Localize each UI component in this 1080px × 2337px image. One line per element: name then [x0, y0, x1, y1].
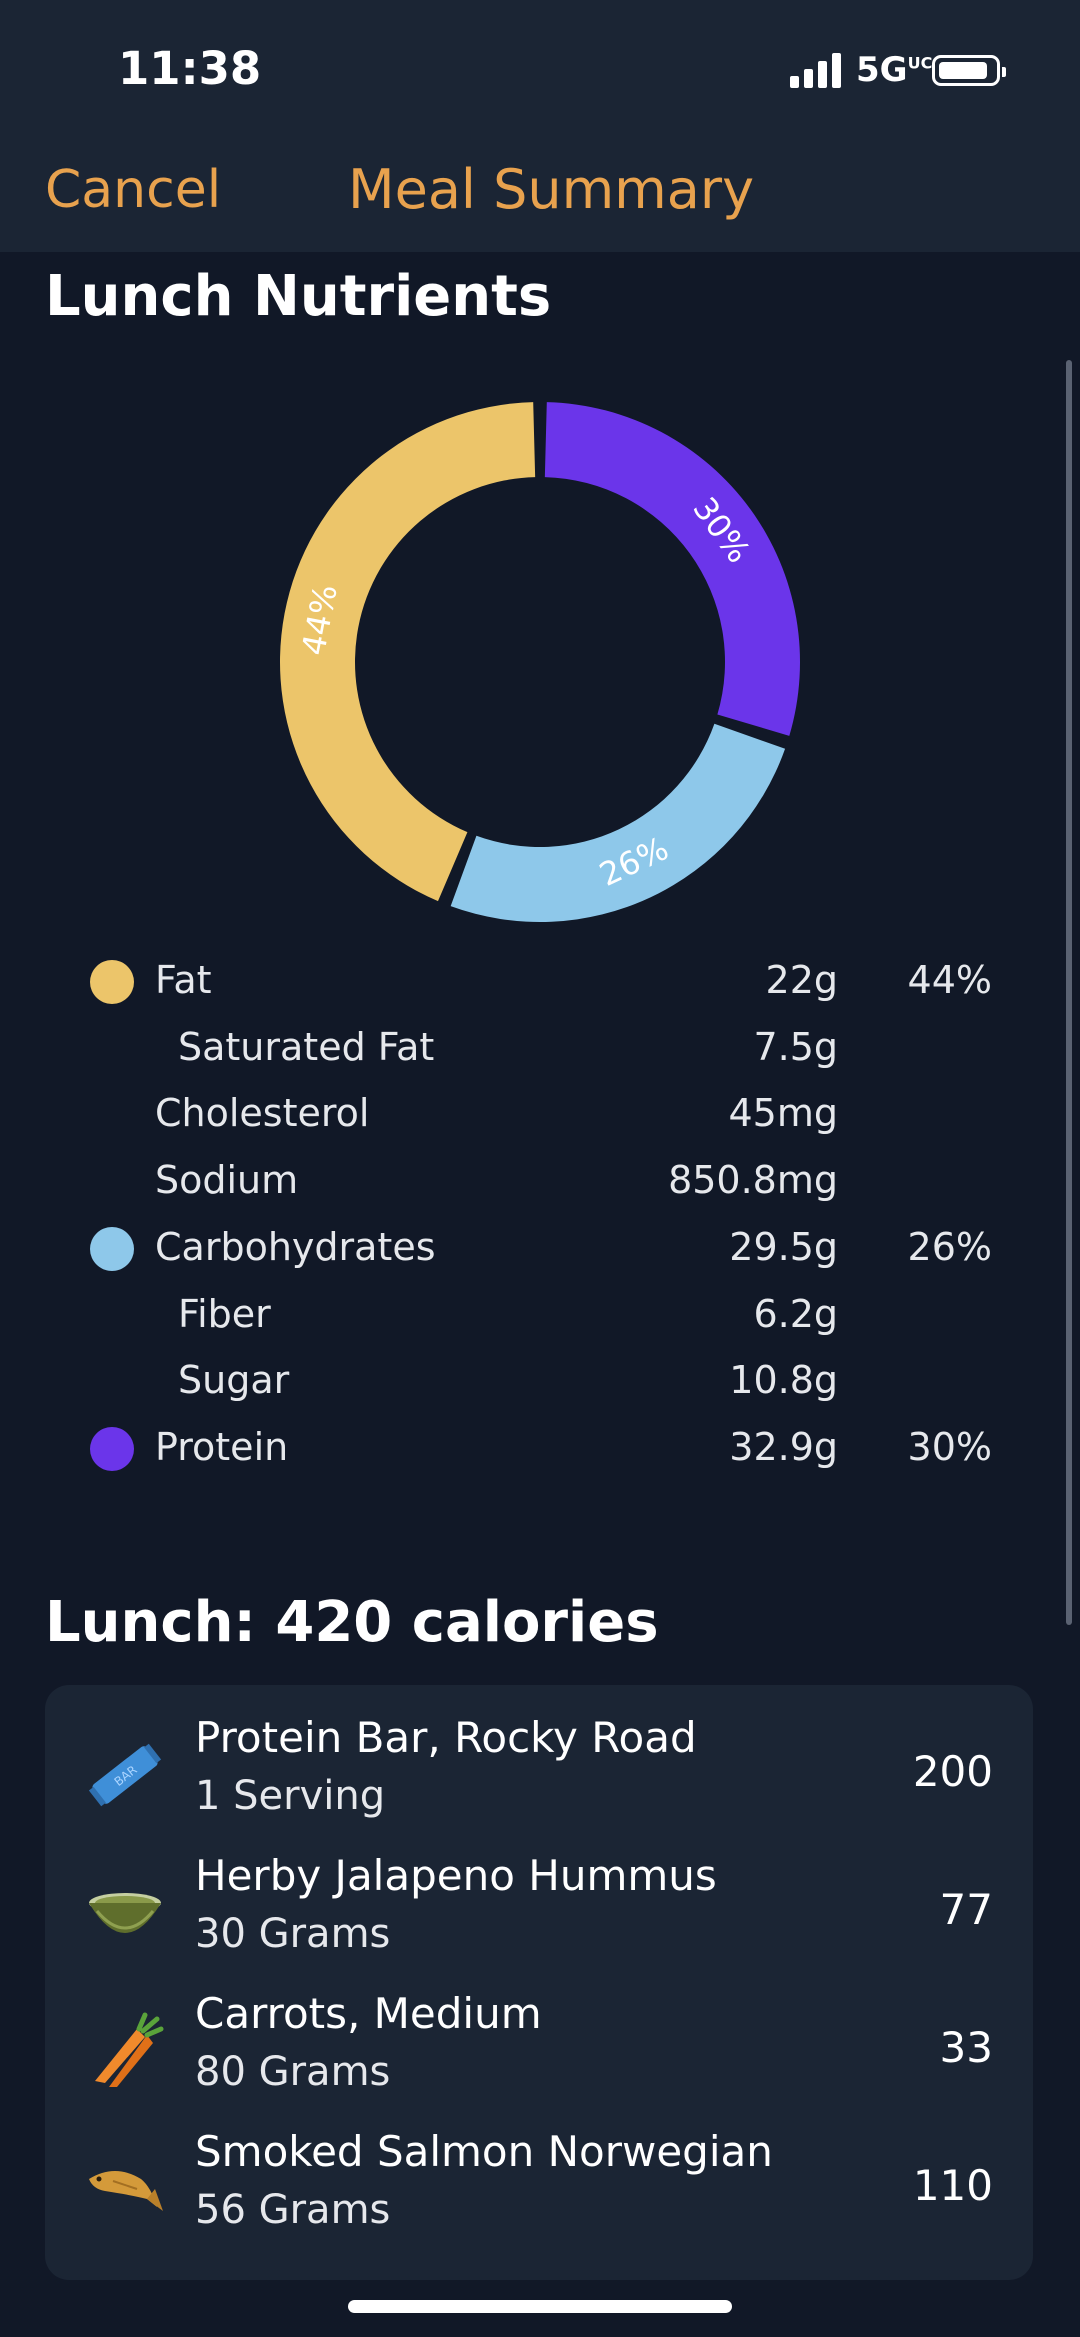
legend-row-fiber: Fiber 6.2g — [0, 1284, 1080, 1344]
network-suffix: UC — [907, 53, 933, 73]
status-time: 11:38 — [118, 42, 262, 95]
legend-row-sodium: Sodium 850.8mg — [0, 1150, 1080, 1210]
food-name: Carrots, Medium — [195, 1989, 542, 2038]
protein-color-dot — [90, 1427, 134, 1471]
legend-row-carbohydrates: Carbohydrates 29.5g 26% — [0, 1217, 1080, 1277]
meal-calories-heading: Lunch: 420 calories — [45, 1590, 659, 1655]
food-list-card: BAR Protein Bar, Rocky Road 1 Serving 20… — [45, 1685, 1033, 2280]
donut-slice-fat — [280, 402, 536, 902]
legend-amount: 29.5g — [729, 1225, 838, 1269]
food-quantity: 1 Serving — [195, 1773, 386, 1819]
food-calories: 77 — [939, 1885, 993, 1934]
signal-icon — [790, 52, 841, 88]
legend-label: Saturated Fat — [178, 1025, 435, 1069]
scrollbar[interactable] — [1066, 360, 1072, 1625]
home-indicator[interactable] — [348, 2300, 732, 2313]
legend-percent: 44% — [907, 958, 992, 1002]
legend-percent: 30% — [907, 1425, 992, 1469]
nutrient-donut-chart: 30%26%44% — [280, 402, 801, 922]
network-indicator: 5GUC — [856, 50, 932, 90]
donut-slice-carbohydrates — [450, 723, 786, 922]
legend-label: Fiber — [178, 1292, 271, 1336]
food-name: Smoked Salmon Norwegian — [195, 2127, 773, 2176]
legend-row-fat: Fat 22g 44% — [0, 950, 1080, 1010]
food-item[interactable]: Carrots, Medium 80 Grams 33 — [45, 1983, 1033, 2121]
carrot-icon — [95, 2012, 164, 2087]
food-quantity: 30 Grams — [195, 1911, 391, 1957]
cancel-button[interactable]: Cancel — [45, 160, 222, 220]
page-title: Meal Summary — [348, 158, 755, 221]
battery-icon — [932, 55, 1006, 86]
fat-color-dot — [90, 960, 134, 1004]
food-calories: 33 — [939, 2023, 993, 2072]
legend-amount: 850.8mg — [668, 1158, 838, 1202]
donut-slice-protein — [544, 402, 801, 736]
fish-icon — [89, 2171, 163, 2211]
legend-amount: 6.2g — [753, 1292, 838, 1336]
navigation-bar: Cancel Meal Summary — [0, 140, 1080, 252]
food-name: Protein Bar, Rocky Road — [195, 1713, 697, 1762]
legend-row-sugar: Sugar 10.8g — [0, 1350, 1080, 1410]
legend-row-saturated-fat: Saturated Fat 7.5g — [0, 1017, 1080, 1077]
bowl-icon — [89, 1893, 161, 1933]
status-bar: 11:38 5GUC — [0, 0, 1080, 140]
food-item[interactable]: Herby Jalapeno Hummus 30 Grams 77 — [45, 1845, 1033, 1983]
legend-amount: 22g — [765, 958, 838, 1002]
food-name: Herby Jalapeno Hummus — [195, 1851, 717, 1900]
legend-label: Sugar — [178, 1358, 290, 1402]
food-item[interactable]: Smoked Salmon Norwegian 56 Grams 110 — [45, 2121, 1033, 2259]
food-quantity: 80 Grams — [195, 2049, 391, 2095]
food-calories: 200 — [912, 1747, 993, 1796]
legend-label: Fat — [155, 958, 212, 1002]
protein-bar-icon: BAR — [88, 1743, 162, 1807]
legend-label: Cholesterol — [155, 1091, 370, 1135]
legend-label: Protein — [155, 1425, 289, 1469]
legend-row-protein: Protein 32.9g 30% — [0, 1417, 1080, 1477]
legend-amount: 45mg — [728, 1091, 839, 1135]
legend-amount: 10.8g — [729, 1358, 838, 1402]
legend-label: Carbohydrates — [155, 1225, 436, 1269]
legend-amount: 7.5g — [753, 1025, 838, 1069]
food-item[interactable]: BAR Protein Bar, Rocky Road 1 Serving 20… — [45, 1707, 1033, 1845]
legend-amount: 32.9g — [729, 1425, 838, 1469]
food-calories: 110 — [912, 2161, 993, 2210]
nutrients-heading: Lunch Nutrients — [45, 264, 552, 329]
legend-label: Sodium — [155, 1158, 299, 1202]
carbs-color-dot — [90, 1227, 134, 1271]
food-quantity: 56 Grams — [195, 2187, 391, 2233]
network-label: 5G — [856, 50, 908, 90]
legend-row-cholesterol: Cholesterol 45mg — [0, 1083, 1080, 1143]
legend-percent: 26% — [907, 1225, 992, 1269]
